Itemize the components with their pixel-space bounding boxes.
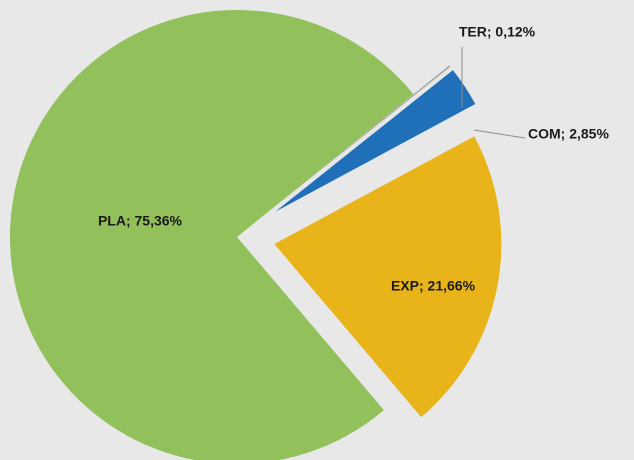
data-label: PLA; 75,36% <box>98 213 183 229</box>
pie-slice <box>275 70 476 212</box>
leader-line <box>473 129 526 139</box>
data-label: TER; 0,12% <box>459 24 536 40</box>
pie-slice <box>274 136 502 418</box>
data-label: COM; 2,85% <box>528 126 609 142</box>
pie-slice <box>10 10 414 460</box>
pie-slice <box>272 65 451 209</box>
data-label: EXP; 21,66% <box>391 278 476 294</box>
